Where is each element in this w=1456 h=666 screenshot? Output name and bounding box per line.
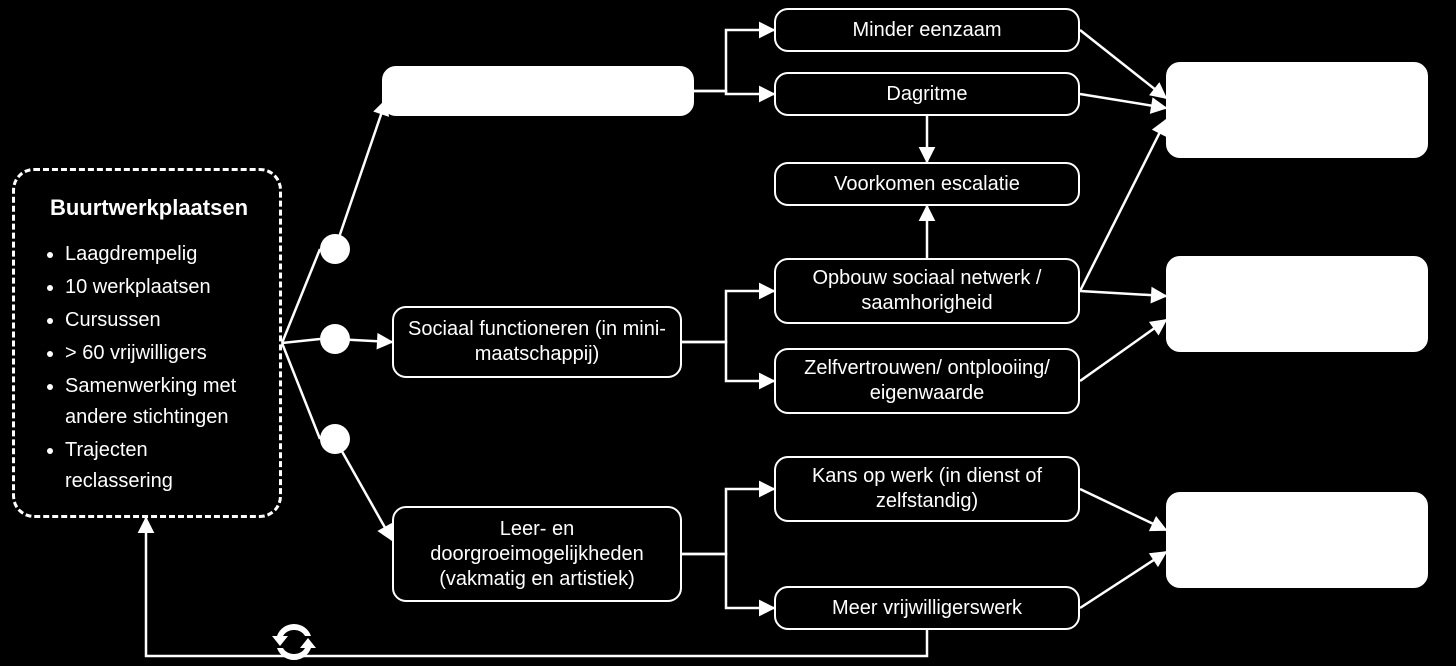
- flow-node-label: Minder eenzaam: [853, 18, 1002, 43]
- junction-dot: [320, 234, 350, 264]
- list-item: Laagdrempelig: [65, 239, 259, 270]
- flow-node-meer-vrijw: Meer vrijwilligerswerk: [774, 586, 1080, 630]
- list-item: 10 werkplaatsen: [65, 272, 259, 303]
- flow-node-label: Sociaal functioneren (in mini-maatschapp…: [408, 317, 666, 367]
- flow-node-label: Meer vrijwilligerswerk: [832, 596, 1022, 621]
- flow-node-zelfvertrouwen: Zelfvertrouwen/ ontplooiing/ eigenwaarde: [774, 348, 1080, 414]
- list-item: Cursussen: [65, 305, 259, 336]
- list-item: Trajecten reclassering: [65, 435, 259, 497]
- list-item: Samenwerking met andere stichtingen: [65, 371, 259, 433]
- flow-node-sociaal: Sociaal functioneren (in mini-maatschapp…: [392, 306, 682, 378]
- flow-node-minder-eenzaam: Minder eenzaam: [774, 8, 1080, 52]
- diagram-stage: Buurtwerkplaatsen Laagdrempelig 10 werkp…: [0, 0, 1456, 666]
- flow-node-leer: Leer- en doorgroeimogelijkheden (vakmati…: [392, 506, 682, 602]
- flow-node-label: Zelfvertrouwen/ ontplooiing/ eigenwaarde: [790, 356, 1064, 406]
- flow-node-label: Voorkomen escalatie: [834, 172, 1020, 197]
- source-box-list: Laagdrempelig 10 werkplaatsen Cursussen …: [39, 239, 259, 497]
- flow-node-label: Dagritme: [886, 82, 967, 107]
- flow-node-label: Leer- en doorgroeimogelijkheden (vakmati…: [408, 517, 666, 592]
- flow-node-right-1: [1166, 62, 1428, 158]
- flow-node-right-2: [1166, 256, 1428, 352]
- flow-node-label: Opbouw sociaal netwerk / saamhorigheid: [790, 266, 1064, 316]
- junction-dot: [320, 424, 350, 454]
- junction-dot: [320, 324, 350, 354]
- source-box-title: Buurtwerkplaatsen: [39, 195, 259, 221]
- flow-node-voorkomen: Voorkomen escalatie: [774, 162, 1080, 206]
- flow-node-opbouw: Opbouw sociaal netwerk / saamhorigheid: [774, 258, 1080, 324]
- flow-node-dagritme: Dagritme: [774, 72, 1080, 116]
- source-box: Buurtwerkplaatsen Laagdrempelig 10 werkp…: [12, 168, 282, 518]
- flow-node-label: Kans op werk (in dienst of zelfstandig): [790, 464, 1064, 514]
- flow-node-kans-op-werk: Kans op werk (in dienst of zelfstandig): [774, 456, 1080, 522]
- list-item: > 60 vrijwilligers: [65, 338, 259, 369]
- flow-node-right-3: [1166, 492, 1428, 588]
- cycle-icon: [270, 618, 318, 666]
- flow-node-col2-blank: [382, 66, 694, 116]
